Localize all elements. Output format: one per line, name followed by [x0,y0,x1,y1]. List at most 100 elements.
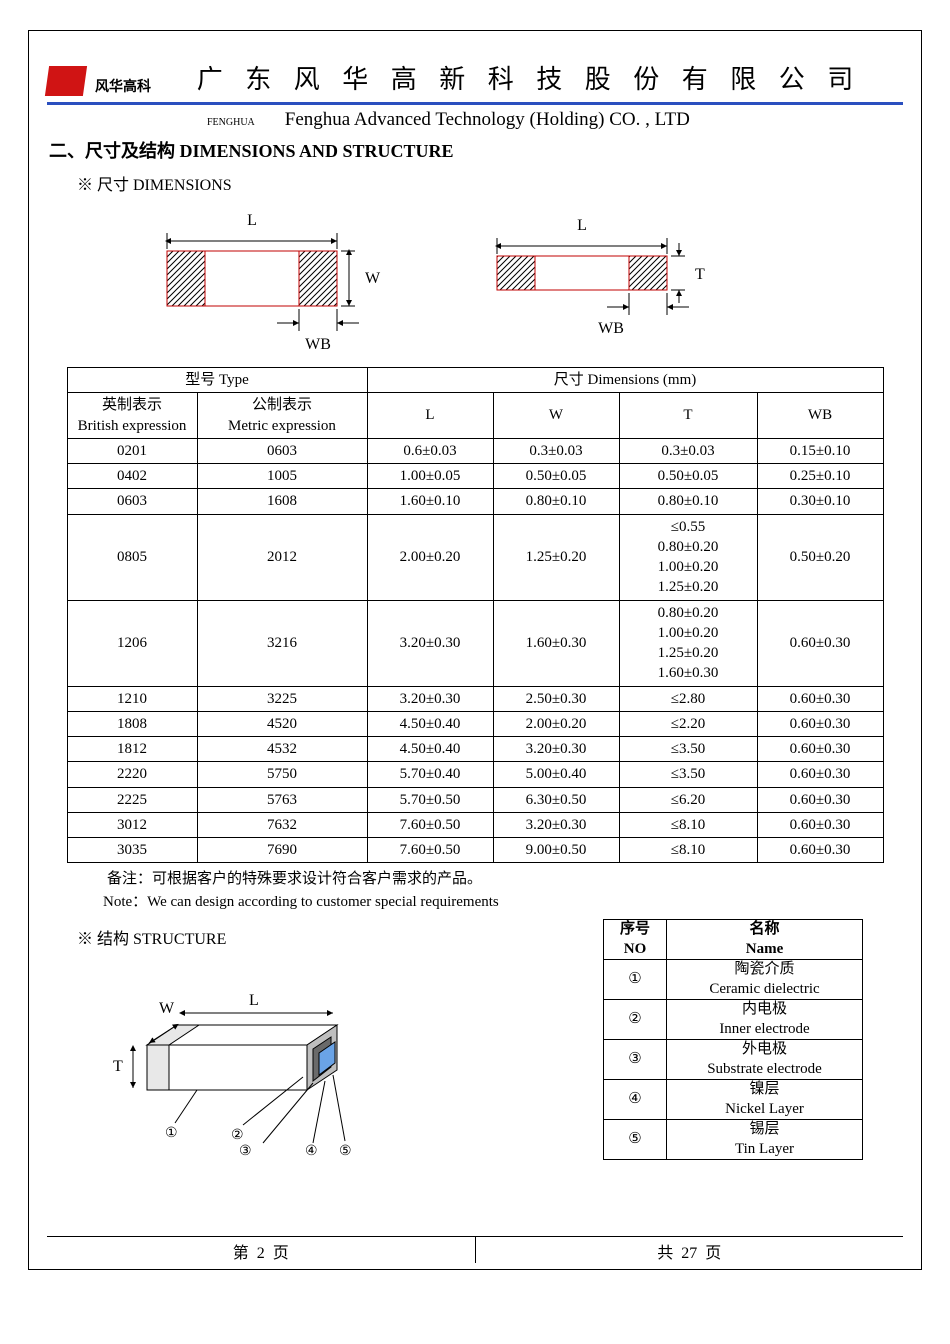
dims-table-body: 020106030.6±0.030.3±0.030.3±0.030.15±0.1… [67,438,883,863]
table-cell: 0.60±0.30 [757,812,883,837]
table-cell: 3.20±0.30 [367,686,493,711]
table-cell: 2220 [67,762,197,787]
th-WB: WB [757,393,883,439]
table-row: 222557635.70±0.506.30±0.50≤6.200.60±0.30 [67,787,883,812]
svg-text:⑤: ⑤ [339,1144,352,1159]
table-cell: 0.50±0.05 [619,464,757,489]
th-L: L [367,393,493,439]
table-cell: 0402 [67,464,197,489]
table-row: 080520122.00±0.201.25±0.20≤0.550.80±0.20… [67,514,883,600]
table-cell: 6.30±0.50 [493,787,619,812]
th-T: T [619,393,757,439]
table-row: ③外电极Substrate electrode [604,1040,863,1080]
label-L: L [247,212,257,229]
table-cell: 4.50±0.40 [367,737,493,762]
table-cell: 5.00±0.40 [493,762,619,787]
table-cell: 1808 [67,711,197,736]
company-name-cn: 广 东 风 华 高 新 科 技 股 份 有 限 公 司 [157,59,901,96]
table-cell: 1005 [197,464,367,489]
brand-cn-small: 风华高科 [95,76,151,96]
table-cell: 0201 [67,438,197,463]
table-cell: 1.25±0.20 [493,514,619,600]
table-cell: 0.50±0.20 [757,514,883,600]
table-cell: 3225 [197,686,367,711]
table-cell: 1812 [67,737,197,762]
table-cell: 3035 [67,838,197,863]
table-cell: 5.70±0.40 [367,762,493,787]
table-cell: ≤2.80 [619,686,757,711]
struct-name: 外电极Substrate electrode [667,1040,863,1080]
s-label-L: L [249,992,259,1009]
structure-subtitle: ※ 结构 STRUCTURE [77,925,563,949]
table-cell: 7.60±0.50 [367,838,493,863]
footer-right: 共 27 页 [476,1237,904,1263]
table-row: 040210051.00±0.050.50±0.050.50±0.050.25±… [67,464,883,489]
table-cell: 7690 [197,838,367,863]
struct-no: ⑤ [604,1120,667,1160]
table-cell: 1206 [67,600,197,686]
header: 风华高科 广 东 风 华 高 新 科 技 股 份 有 限 公 司 [47,59,903,102]
dimensions-table: 型号 Type 尺寸 Dimensions (mm) 英制表示 British … [67,367,884,863]
table-row: ⑤锡层Tin Layer [604,1120,863,1160]
svg-text:③: ③ [239,1144,252,1159]
th-dims: 尺寸 Dimensions (mm) [367,368,883,393]
table-cell: ≤0.550.80±0.201.00±0.201.25±0.20 [619,514,757,600]
table-cell: 0.3±0.03 [493,438,619,463]
s-label-W: W [159,1000,175,1017]
table-cell: 0603 [197,438,367,463]
table-row: 020106030.6±0.030.3±0.030.3±0.030.15±0.1… [67,438,883,463]
table-row: 121032253.20±0.302.50±0.30≤2.800.60±0.30 [67,686,883,711]
table-cell: ≤6.20 [619,787,757,812]
brand-en-small: FENGHUA [207,117,255,128]
note-en: Note：We can design according to customer… [103,890,903,911]
table-cell: 5750 [197,762,367,787]
table-cell: 0603 [67,489,197,514]
table-cell: 0.60±0.30 [757,711,883,736]
table-cell: 2.00±0.20 [367,514,493,600]
struct-name: 镍层Nickel Layer [667,1080,863,1120]
table-cell: 0.60±0.30 [757,600,883,686]
table-cell: 3.20±0.30 [493,737,619,762]
table-cell: 4532 [197,737,367,762]
table-cell: 3216 [197,600,367,686]
label-W: W [365,270,381,287]
page: 风华高科 广 东 风 华 高 新 科 技 股 份 有 限 公 司 FENGHUA… [0,0,950,1280]
table-cell: 2.50±0.30 [493,686,619,711]
table-cell: 0.80±0.10 [619,489,757,514]
table-row: 060316081.60±0.100.80±0.100.80±0.100.30±… [67,489,883,514]
page-footer: 第 2 页 共 27 页 [47,1236,903,1263]
struct-name: 陶瓷介质Ceramic dielectric [667,960,863,1000]
table-cell: 0.6±0.03 [367,438,493,463]
table-cell: ≤8.10 [619,838,757,863]
table-cell: 2.00±0.20 [493,711,619,736]
table-row: 303576907.60±0.509.00±0.50≤8.100.60±0.30 [67,838,883,863]
table-cell: 9.00±0.50 [493,838,619,863]
table-cell: ≤3.50 [619,762,757,787]
logo-icon [45,66,87,96]
table-row: 301276327.60±0.503.20±0.30≤8.100.60±0.30 [67,812,883,837]
top-view-diagram: L W WB [127,201,397,361]
table-cell: 0.25±0.10 [757,464,883,489]
table-cell: 0.3±0.03 [619,438,757,463]
structure-table: 序号 NO 名称 Name ①陶瓷介质Ceramic dielectric②内电… [603,919,863,1160]
svg-text:①: ① [165,1126,178,1141]
struct-no: ③ [604,1040,667,1080]
label-T: T [695,266,705,283]
table-cell: 0.30±0.10 [757,489,883,514]
header-sub: FENGHUA Fenghua Advanced Technology (Hol… [47,109,903,131]
table-cell: 0.60±0.30 [757,787,883,812]
table-cell: 0805 [67,514,197,600]
label-WB2: WB [598,320,624,337]
th-type: 型号 Type [67,368,367,393]
st-head-name: 名称 Name [667,920,863,960]
company-name-en: Fenghua Advanced Technology (Holding) CO… [285,109,690,131]
s-label-T: T [113,1058,123,1075]
svg-text:④: ④ [305,1144,318,1159]
table-cell: ≤8.10 [619,812,757,837]
struct-no: ④ [604,1080,667,1120]
structure-section: ※ 结构 STRUCTURE W [47,919,903,1170]
th-british: 英制表示 British expression [67,393,197,439]
table-cell: 0.15±0.10 [757,438,883,463]
label-L2: L [577,217,587,234]
dims-table-head: 型号 Type 尺寸 Dimensions (mm) 英制表示 British … [67,368,883,439]
